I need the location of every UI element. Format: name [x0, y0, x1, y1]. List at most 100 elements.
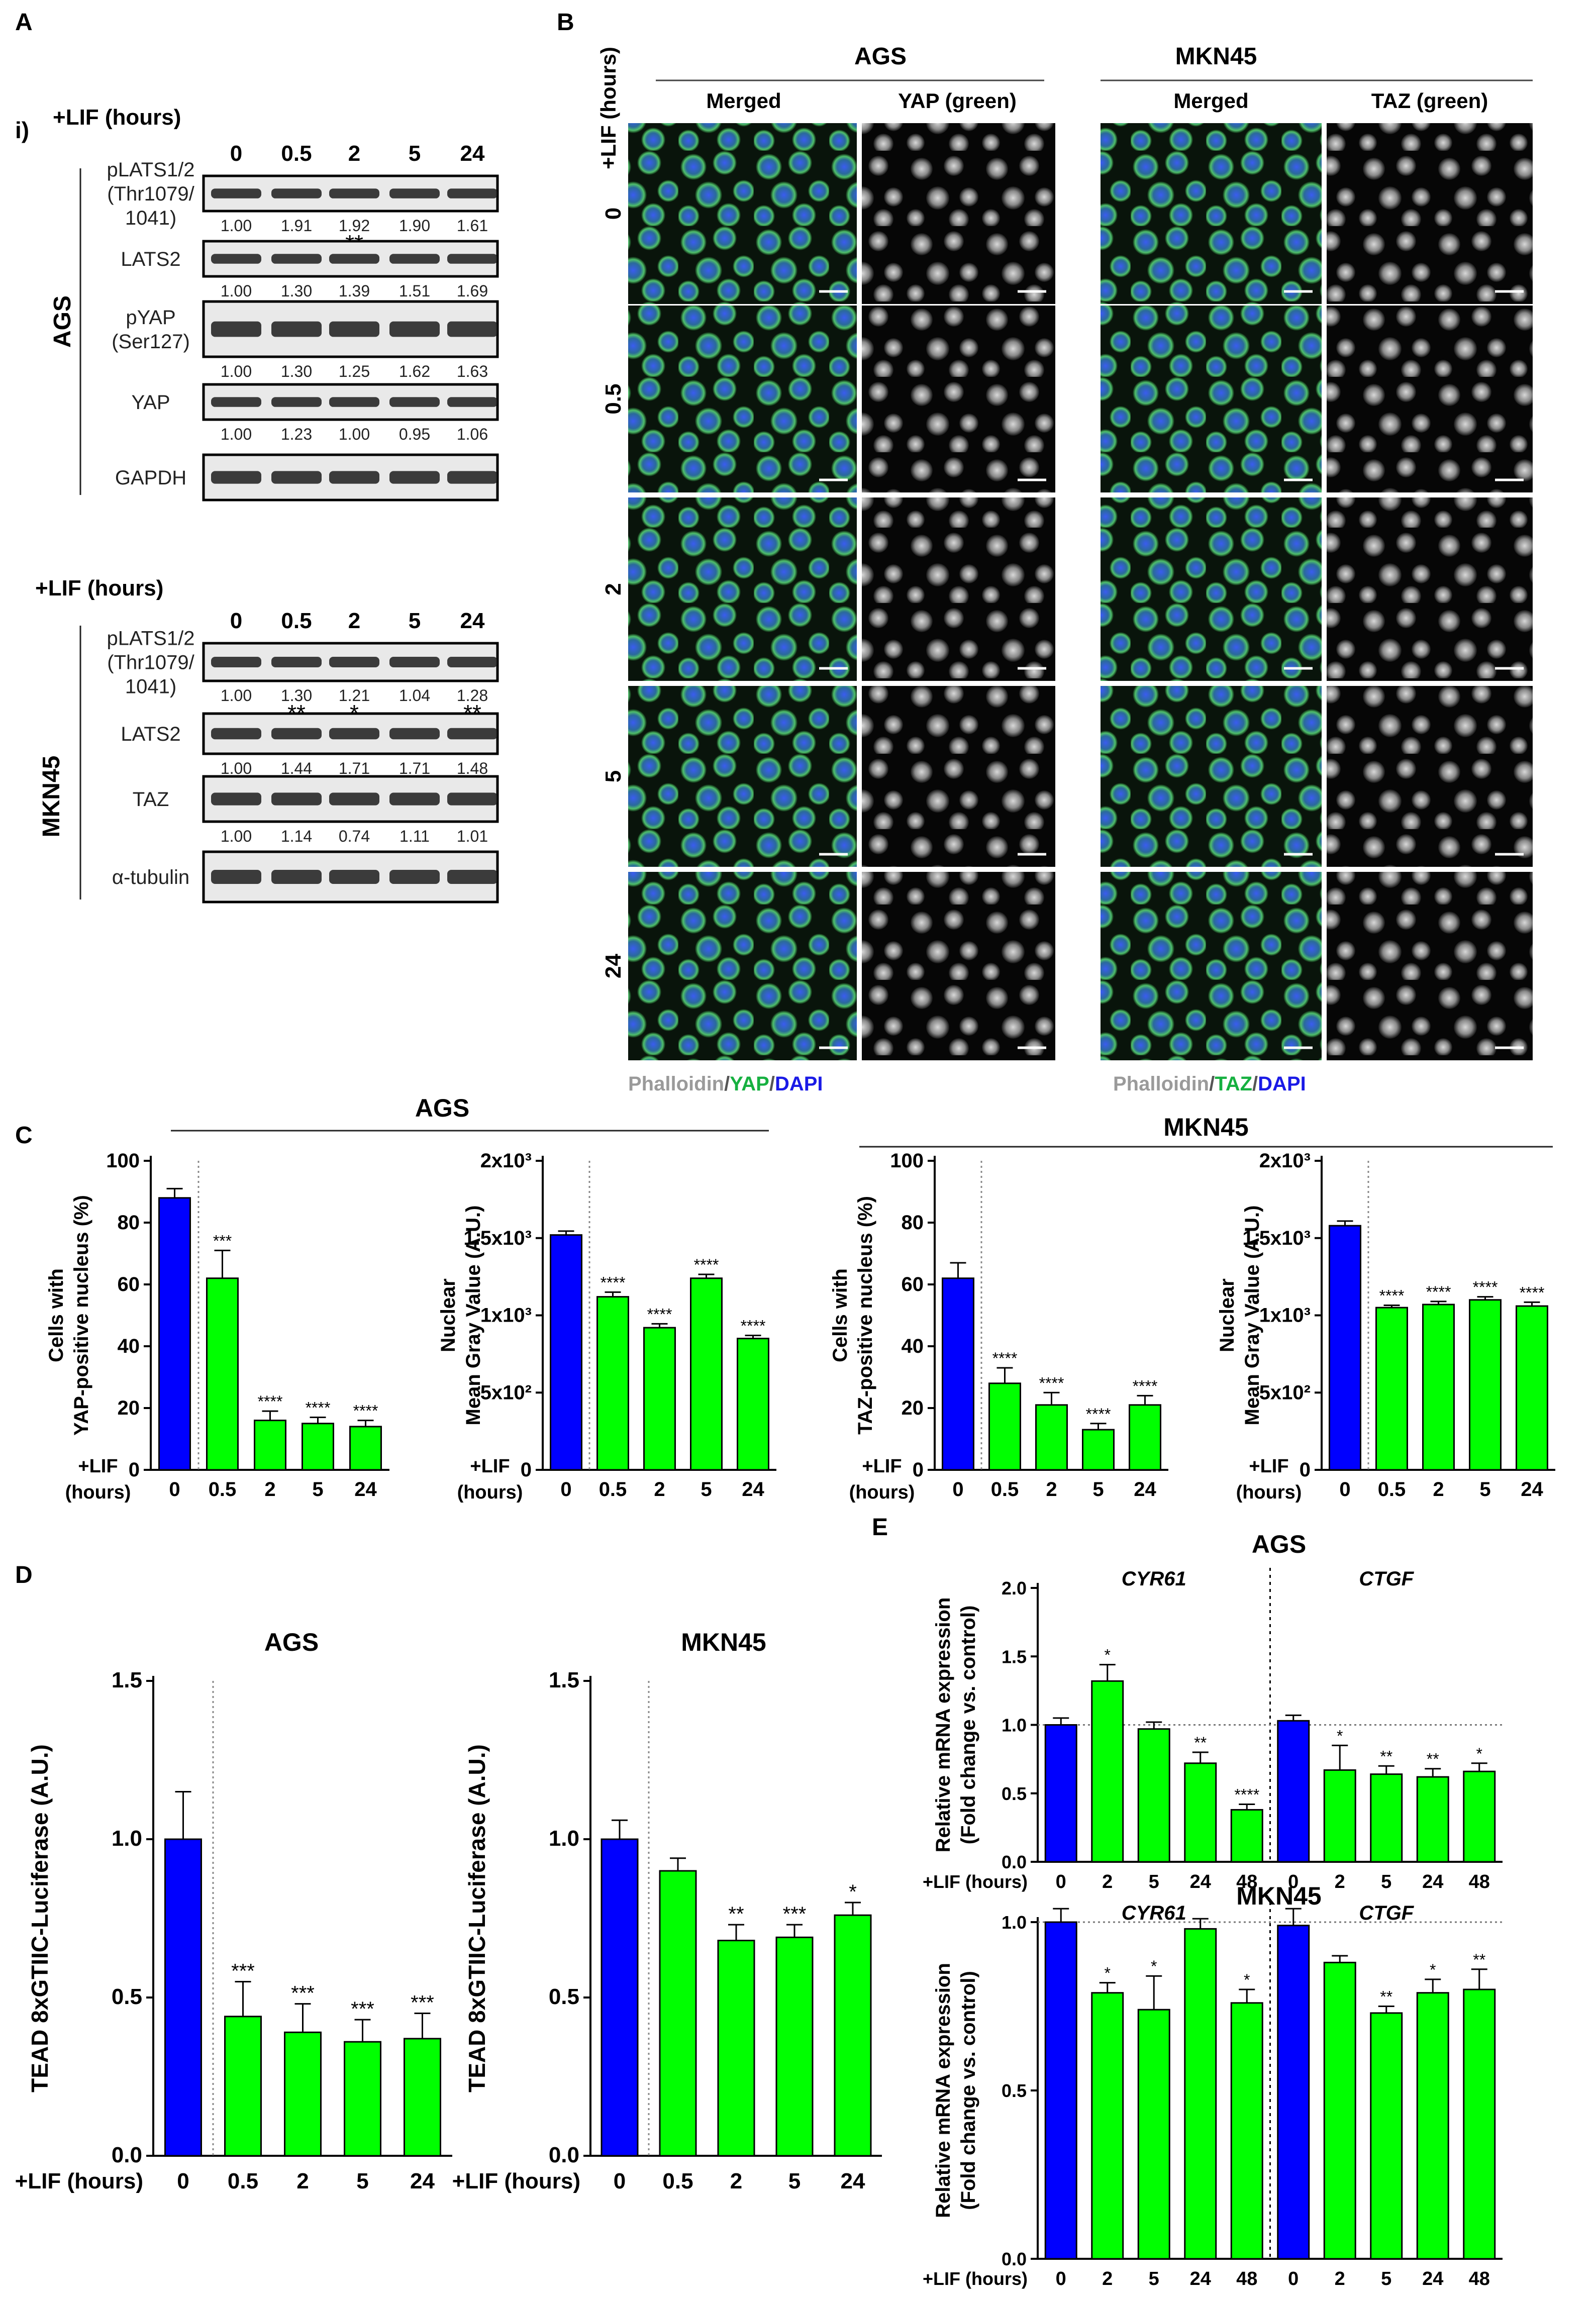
- blot-quant-value: 1.30: [281, 282, 312, 300]
- blot-band: [329, 657, 379, 667]
- blot-band: [211, 397, 261, 407]
- significance-mark: **: [1380, 1747, 1392, 1765]
- bar: [550, 1234, 582, 1471]
- significance-mark: *: [1430, 1961, 1436, 1979]
- y-tick-label: 1.0: [1002, 1912, 1027, 1933]
- blot-quant-value: 1.71: [399, 759, 430, 777]
- significance-mark: **: [1427, 1750, 1439, 1768]
- y-tick-label: 2x10³: [480, 1150, 532, 1172]
- blot-band: [389, 397, 440, 407]
- chart-c2: 0 5x10² 1x10³ 1.5x10³ 2x10³ Nuclear Mean Gray …: [437, 1150, 776, 1503]
- significance-mark: *: [1244, 1971, 1250, 1989]
- y-tick-label: 20: [118, 1397, 140, 1419]
- x-tick-label: 24: [1521, 1478, 1543, 1501]
- y-tick-label: 40: [118, 1335, 140, 1357]
- blot-time-label: 5: [409, 141, 421, 166]
- x-tick-label: 5: [356, 2169, 368, 2193]
- blot-gapdh: GAPDH: [115, 453, 499, 502]
- blot-quant-value: 1.01: [457, 827, 488, 845]
- blot-band: [447, 397, 497, 407]
- bar: [349, 1426, 382, 1471]
- blot-protein-label: GAPDH: [115, 467, 186, 489]
- grayscale-micrograph: [862, 123, 1055, 304]
- y-axis-label: Cells with: [45, 1268, 67, 1362]
- blot-quant-value: 1.71: [339, 759, 370, 777]
- blot-quant-value: 1.00: [221, 217, 252, 235]
- bar: [1277, 1925, 1310, 2260]
- significance-mark: ****: [741, 1317, 766, 1335]
- y-axis-label: Mean Gray Value (A.U.): [462, 1206, 484, 1426]
- bar: [1422, 1304, 1455, 1471]
- blot-time-label: 24: [460, 141, 485, 166]
- legend-taz: TAZ: [1215, 1073, 1252, 1095]
- significance-mark: **: [1473, 1951, 1485, 1969]
- x-tick-label: 0: [177, 2169, 189, 2193]
- significance-mark: **: [1380, 1988, 1392, 2006]
- grayscale-micrograph: [862, 306, 1055, 492]
- blot-band: [211, 471, 261, 484]
- y-tick-label: 1.5x10³: [1242, 1227, 1311, 1249]
- blot-band: [211, 792, 261, 806]
- chart-title: AGS: [1252, 1530, 1306, 1558]
- grayscale-micrograph: [1327, 686, 1533, 867]
- blot-band: [447, 657, 497, 667]
- x-tick-label: 2: [296, 2169, 309, 2193]
- y-axis-label: Mean Gray Value (A.U.): [1241, 1206, 1263, 1426]
- y-tick-label: 100: [890, 1150, 924, 1172]
- blot-time-label: 24: [460, 609, 485, 633]
- x-tick-label: 24: [1190, 2268, 1211, 2289]
- bar: [1137, 2009, 1170, 2260]
- panel-b-row-label: 0.5: [601, 383, 626, 414]
- blot-band: [211, 870, 261, 884]
- blot-band: [271, 792, 322, 806]
- blot-quant-value: 1.25: [339, 362, 370, 380]
- blot-band: [271, 188, 322, 198]
- blot-band: [271, 870, 322, 884]
- bar: [344, 2041, 381, 2157]
- blot-band: [389, 728, 440, 740]
- significance-mark: ****: [1086, 1405, 1111, 1423]
- merged-micrograph: [628, 686, 857, 867]
- blot-quant-value: 1.90: [399, 217, 430, 235]
- chart-title: AGS: [264, 1628, 319, 1656]
- blot-band: [447, 870, 497, 884]
- blot-band: [329, 792, 379, 806]
- bar: [1082, 1429, 1115, 1471]
- blot-band: [389, 321, 440, 337]
- significance-mark: *: [849, 1881, 857, 1903]
- y-tick-label: 100: [106, 1150, 140, 1172]
- y-tick-label: 0.5: [1002, 2080, 1027, 2101]
- x-tick-label: 0.5: [209, 1478, 237, 1501]
- blot-band: [389, 188, 440, 198]
- blot-quant-value: 1.04: [399, 686, 430, 705]
- y-tick-label: 0.5: [112, 1984, 142, 2009]
- panel-b-row-label: 0: [601, 208, 626, 220]
- grayscale-micrograph: [862, 497, 1055, 681]
- x-tick-label: 5: [1381, 2268, 1391, 2289]
- y-tick-label: 1.5: [549, 1668, 579, 1692]
- merged-micrograph: [628, 497, 857, 681]
- bar: [1416, 1992, 1449, 2260]
- y-axis-label: Nuclear: [437, 1278, 459, 1352]
- bar: [302, 1423, 334, 1471]
- y-tick-label: 60: [902, 1273, 924, 1295]
- merged-micrograph: [628, 123, 857, 304]
- x-tick-label: 48: [1469, 1871, 1490, 1892]
- blot-quant-value: 1.91: [281, 217, 312, 235]
- blot-band: [329, 321, 379, 337]
- y-tick-label: 20: [902, 1397, 924, 1419]
- bar: [1230, 2002, 1263, 2260]
- x-tick-label: 5: [1479, 1478, 1490, 1501]
- blot-quant-value: 1.69: [457, 282, 488, 300]
- blot-quant-value: 1.39: [339, 282, 370, 300]
- panel-b-column-label: Merged: [1173, 89, 1248, 113]
- bar: [284, 2031, 322, 2157]
- blot-band: [329, 728, 379, 740]
- bar: [1035, 1404, 1068, 1471]
- chart-e2: 0.0 0.5 1.0 Relative mRNA expression (Fold c…: [923, 1882, 1503, 2289]
- bar: [206, 1277, 239, 1471]
- gene-label-ctgf: CTGF: [1359, 1902, 1414, 1924]
- significance-mark: ****: [1426, 1283, 1451, 1301]
- significance-mark: ****: [601, 1273, 626, 1291]
- ags-cell-line-label: AGS: [49, 295, 76, 348]
